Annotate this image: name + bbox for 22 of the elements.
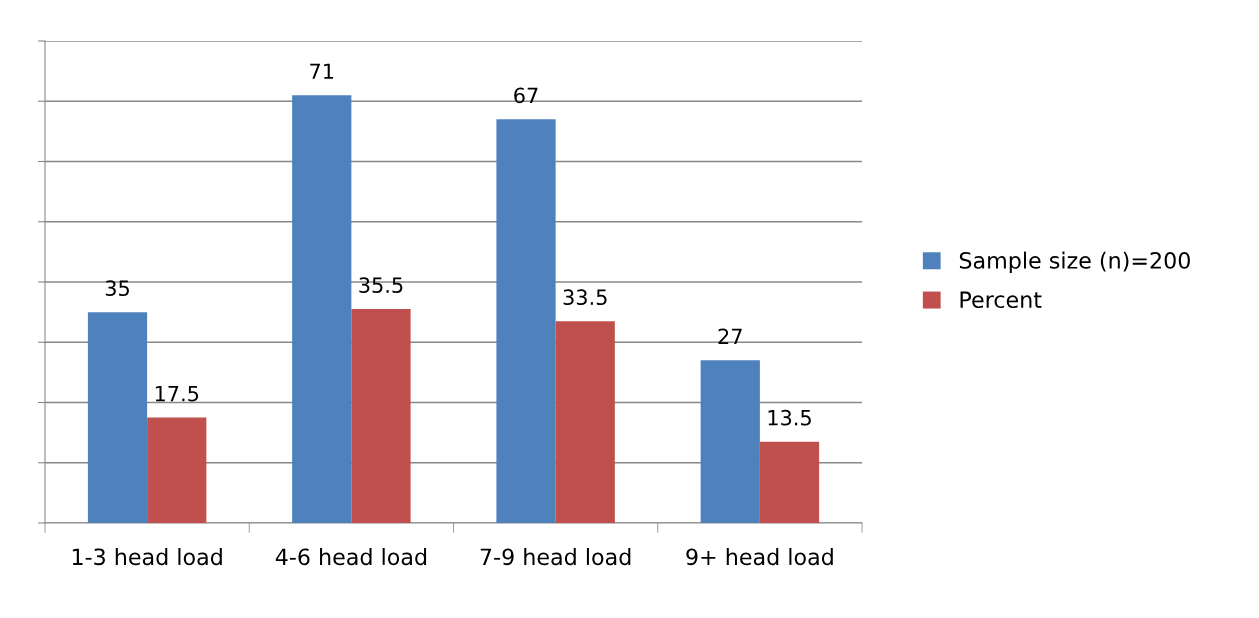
bar	[87, 312, 148, 523]
bar	[292, 95, 352, 523]
bar	[555, 321, 615, 523]
data-label: 27	[718, 328, 742, 344]
bar	[700, 360, 760, 523]
data-label: 13.5	[768, 409, 811, 426]
data-label: 71	[310, 63, 334, 79]
legend-label: Sample size (n)=200	[959, 251, 1190, 274]
bar	[759, 441, 820, 523]
x-tick-label: 7-9 head load	[480, 548, 631, 566]
data-label: 35.5	[359, 277, 403, 294]
data-label: 67	[514, 87, 538, 104]
bar	[496, 119, 556, 523]
x-tick-label: 1-3 head load	[72, 548, 222, 566]
bar	[147, 417, 207, 523]
bar	[351, 309, 411, 523]
legend-label: Percent	[960, 291, 1042, 309]
data-label: 17.5	[155, 385, 199, 402]
data-label: 33.5	[563, 289, 607, 306]
x-tick-label: 4-6 head load	[275, 548, 427, 566]
data-label: 35	[105, 280, 129, 297]
x-tick-label: 9+ head load	[686, 548, 833, 566]
